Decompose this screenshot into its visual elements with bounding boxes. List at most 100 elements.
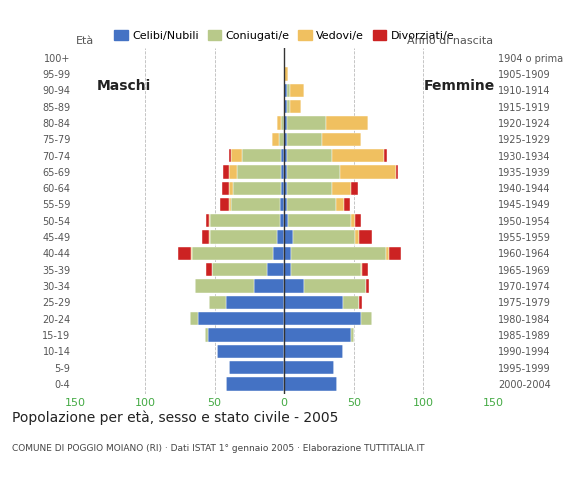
Bar — [284, 328, 351, 342]
Bar — [287, 132, 322, 146]
Bar — [284, 84, 287, 97]
Bar — [209, 214, 211, 228]
Bar — [396, 165, 398, 179]
Bar — [179, 247, 191, 260]
Bar — [355, 230, 360, 244]
Bar — [284, 312, 361, 325]
Bar — [229, 165, 237, 179]
Bar — [332, 181, 351, 195]
Bar — [277, 230, 284, 244]
Bar — [206, 214, 209, 228]
Bar — [198, 312, 284, 325]
Bar — [287, 181, 332, 195]
Bar — [332, 149, 385, 162]
Bar — [220, 198, 229, 211]
Bar — [233, 181, 281, 195]
Bar — [229, 361, 284, 374]
Bar — [360, 296, 362, 309]
Bar — [284, 100, 287, 113]
Bar — [267, 263, 284, 276]
Bar — [281, 149, 284, 162]
Bar — [284, 132, 287, 146]
Text: Anno di nascita: Anno di nascita — [407, 36, 493, 46]
Bar — [287, 84, 290, 97]
Text: COMUNE DI POGGIO MOIANO (RI) · Dati ISTAT 1° gennaio 2005 · Elaborazione TUTTITA: COMUNE DI POGGIO MOIANO (RI) · Dati ISTA… — [12, 444, 424, 453]
Bar — [386, 247, 389, 260]
Bar — [287, 198, 336, 211]
Bar — [287, 149, 332, 162]
Bar — [211, 214, 280, 228]
Bar — [284, 279, 304, 293]
Bar — [202, 230, 209, 244]
Bar — [242, 149, 281, 162]
Bar — [367, 279, 369, 293]
Bar — [360, 230, 372, 244]
Bar — [284, 296, 343, 309]
Text: Maschi: Maschi — [96, 79, 151, 93]
Bar — [284, 345, 343, 358]
Bar — [361, 312, 372, 325]
Bar — [336, 198, 344, 211]
Bar — [287, 165, 340, 179]
Bar — [229, 149, 231, 162]
Bar — [304, 279, 367, 293]
Bar — [281, 181, 284, 195]
Bar — [284, 214, 288, 228]
Bar — [229, 198, 231, 211]
Bar — [351, 214, 355, 228]
Bar — [223, 165, 229, 179]
Bar — [209, 296, 226, 309]
Bar — [280, 214, 284, 228]
Bar — [362, 263, 368, 276]
Bar — [290, 100, 301, 113]
Bar — [284, 230, 292, 244]
Bar — [205, 328, 208, 342]
Text: Popolazione per età, sesso e stato civile - 2005: Popolazione per età, sesso e stato civil… — [12, 410, 338, 425]
Bar — [277, 116, 281, 130]
Bar — [209, 230, 211, 244]
Bar — [292, 230, 355, 244]
Text: Età: Età — [75, 36, 93, 47]
Bar — [211, 230, 277, 244]
Bar — [190, 312, 198, 325]
Legend: Celibi/Nubili, Coniugati/e, Vedovi/e, Divorziati/e: Celibi/Nubili, Coniugati/e, Vedovi/e, Di… — [110, 26, 459, 45]
Bar — [206, 263, 212, 276]
Bar — [287, 116, 326, 130]
Bar — [385, 149, 387, 162]
Bar — [340, 165, 396, 179]
Bar — [322, 132, 361, 146]
Bar — [344, 198, 350, 211]
Bar — [284, 165, 287, 179]
Bar — [351, 328, 354, 342]
Bar — [343, 296, 360, 309]
Bar — [231, 149, 242, 162]
Bar — [361, 263, 362, 276]
Bar — [351, 181, 358, 195]
Bar — [284, 67, 288, 81]
Bar — [290, 84, 304, 97]
Bar — [222, 181, 229, 195]
Bar — [212, 263, 267, 276]
Bar — [208, 328, 284, 342]
Bar — [284, 377, 337, 391]
Bar — [226, 377, 284, 391]
Bar — [278, 132, 284, 146]
Bar — [273, 247, 284, 260]
Bar — [287, 100, 290, 113]
Bar — [291, 247, 386, 260]
Bar — [284, 361, 334, 374]
Bar — [280, 198, 284, 211]
Bar — [284, 181, 287, 195]
Bar — [229, 181, 233, 195]
Bar — [284, 149, 287, 162]
Text: Femmine: Femmine — [423, 79, 495, 93]
Bar — [284, 247, 291, 260]
Bar — [271, 132, 278, 146]
Bar — [281, 116, 284, 130]
Bar — [193, 247, 273, 260]
Bar — [291, 263, 361, 276]
Bar — [326, 116, 368, 130]
Bar — [226, 296, 284, 309]
Bar — [195, 279, 253, 293]
Bar — [284, 116, 287, 130]
